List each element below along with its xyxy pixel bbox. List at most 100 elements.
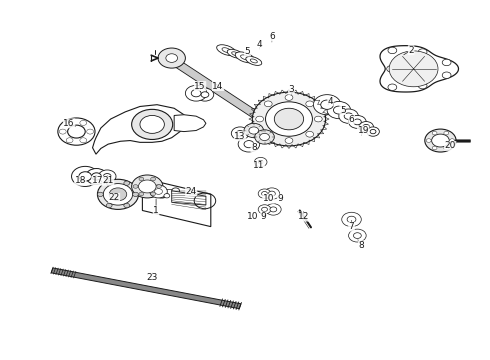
Text: 9: 9 xyxy=(277,194,283,203)
Ellipse shape xyxy=(232,52,239,56)
Text: 15: 15 xyxy=(195,82,206,91)
Circle shape xyxy=(285,95,293,100)
Circle shape xyxy=(444,131,449,135)
Polygon shape xyxy=(174,115,206,132)
Circle shape xyxy=(306,101,314,107)
Text: 5: 5 xyxy=(245,47,250,56)
Text: 4: 4 xyxy=(257,40,263,49)
Polygon shape xyxy=(51,268,241,309)
Circle shape xyxy=(244,123,264,138)
Ellipse shape xyxy=(241,55,249,60)
Circle shape xyxy=(185,85,207,101)
Circle shape xyxy=(155,189,162,194)
Circle shape xyxy=(285,138,293,143)
Circle shape xyxy=(266,204,281,215)
Circle shape xyxy=(260,134,270,140)
Circle shape xyxy=(359,122,373,132)
Text: 14: 14 xyxy=(213,82,224,91)
Circle shape xyxy=(256,116,264,122)
Circle shape xyxy=(262,192,268,196)
Circle shape xyxy=(264,188,280,199)
Circle shape xyxy=(86,168,107,184)
Circle shape xyxy=(264,101,272,107)
Circle shape xyxy=(231,127,249,140)
Circle shape xyxy=(269,191,275,196)
Text: 23: 23 xyxy=(147,273,158,282)
Text: 22: 22 xyxy=(108,193,120,202)
Circle shape xyxy=(264,131,272,137)
Circle shape xyxy=(59,129,66,134)
Text: 11: 11 xyxy=(253,161,265,170)
Ellipse shape xyxy=(250,59,257,63)
Text: 1: 1 xyxy=(153,206,159,215)
Circle shape xyxy=(252,92,326,146)
Text: 3: 3 xyxy=(289,85,294,94)
Circle shape xyxy=(266,102,313,136)
Circle shape xyxy=(367,127,379,136)
Circle shape xyxy=(418,49,427,55)
Ellipse shape xyxy=(235,52,255,63)
Circle shape xyxy=(432,131,437,135)
Circle shape xyxy=(72,166,99,186)
Circle shape xyxy=(342,212,361,226)
Circle shape xyxy=(444,146,449,150)
Circle shape xyxy=(166,54,177,62)
Circle shape xyxy=(139,192,144,196)
Circle shape xyxy=(353,233,361,238)
Text: 10: 10 xyxy=(246,212,258,221)
Text: 16: 16 xyxy=(63,119,75,128)
Text: 24: 24 xyxy=(186,187,197,196)
Circle shape xyxy=(140,116,164,134)
Ellipse shape xyxy=(222,48,231,53)
Circle shape xyxy=(370,130,376,134)
Circle shape xyxy=(344,113,353,120)
Circle shape xyxy=(133,185,138,188)
Text: 19: 19 xyxy=(358,126,369,135)
Circle shape xyxy=(151,192,156,196)
Circle shape xyxy=(151,177,156,181)
Ellipse shape xyxy=(227,49,243,58)
Circle shape xyxy=(139,180,156,193)
Polygon shape xyxy=(380,46,459,92)
Circle shape xyxy=(388,47,397,54)
Text: 10: 10 xyxy=(263,194,274,203)
Polygon shape xyxy=(172,191,206,205)
Circle shape xyxy=(425,129,456,152)
Circle shape xyxy=(442,72,451,78)
Circle shape xyxy=(98,179,139,210)
Circle shape xyxy=(92,173,101,180)
Circle shape xyxy=(164,194,170,198)
Text: 8: 8 xyxy=(251,143,257,152)
Circle shape xyxy=(450,139,455,142)
Circle shape xyxy=(201,92,209,98)
Circle shape xyxy=(353,119,361,125)
Circle shape xyxy=(442,59,451,66)
Text: 20: 20 xyxy=(444,141,456,150)
Circle shape xyxy=(262,207,268,212)
Circle shape xyxy=(79,172,92,181)
Circle shape xyxy=(87,129,94,134)
Circle shape xyxy=(106,203,112,208)
Text: 21: 21 xyxy=(102,176,114,185)
Circle shape xyxy=(191,90,201,97)
Circle shape xyxy=(426,139,431,142)
Circle shape xyxy=(432,134,449,147)
Circle shape xyxy=(98,192,103,197)
Circle shape xyxy=(236,131,244,136)
Text: 6: 6 xyxy=(349,114,354,123)
Text: 4: 4 xyxy=(328,96,333,105)
Circle shape xyxy=(388,84,397,90)
Polygon shape xyxy=(93,105,186,154)
Circle shape xyxy=(132,175,163,198)
Circle shape xyxy=(66,120,73,125)
Circle shape xyxy=(124,203,130,208)
Circle shape xyxy=(68,125,85,138)
Circle shape xyxy=(432,146,437,150)
Circle shape xyxy=(333,106,344,114)
Circle shape xyxy=(315,116,322,122)
Ellipse shape xyxy=(246,57,262,66)
Circle shape xyxy=(387,66,395,72)
Text: 9: 9 xyxy=(261,212,267,221)
Circle shape xyxy=(80,120,87,125)
Circle shape xyxy=(321,100,333,109)
